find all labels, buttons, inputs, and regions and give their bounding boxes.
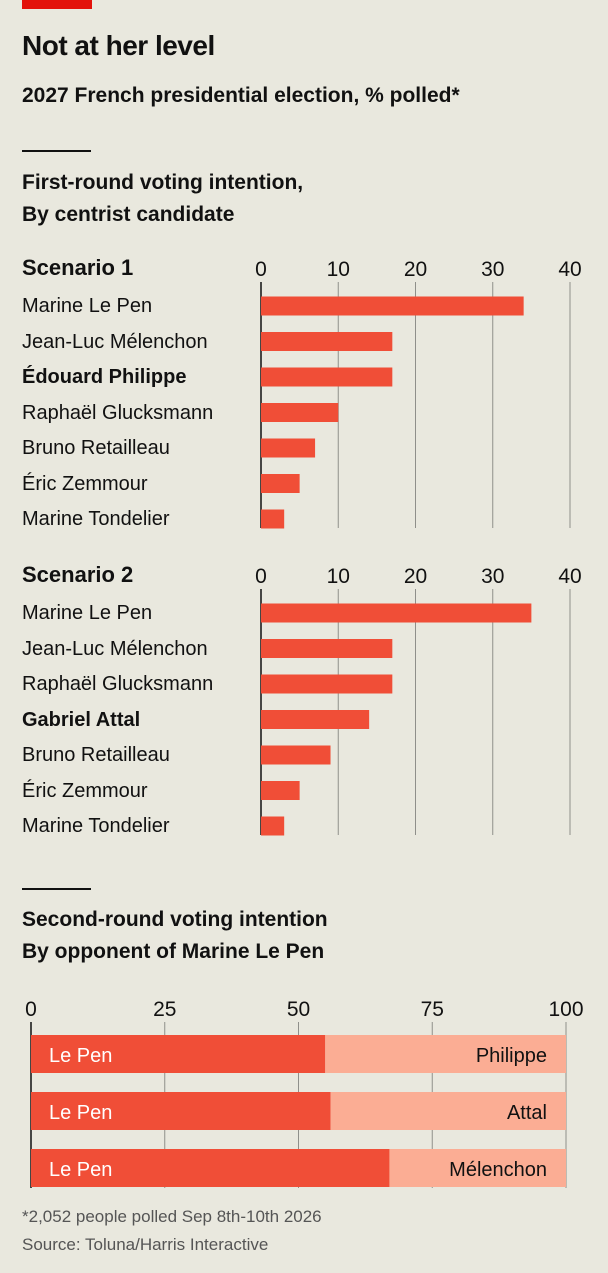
bar <box>261 639 393 658</box>
bar-right-label: Attal <box>507 1102 547 1124</box>
tick-label: 10 <box>327 565 350 588</box>
tick-label: 30 <box>481 258 504 281</box>
chart-subtitle: 2027 French presidential election, % pol… <box>22 84 460 107</box>
category-label: Marine Le Pen <box>22 602 153 624</box>
category-label: Marine Tondelier <box>22 508 170 530</box>
brand-tab <box>22 0 92 9</box>
tick-label: 0 <box>255 258 267 281</box>
bar-right-label: Philippe <box>476 1045 547 1067</box>
category-label: Raphaël Glucksmann <box>22 401 214 424</box>
bar-opponent <box>330 1092 566 1130</box>
bar <box>261 367 393 387</box>
category-label: Jean-Luc Mélenchon <box>22 637 208 660</box>
tick-label: 20 <box>404 565 427 588</box>
second-round-title-line1: Second-round voting intention <box>22 908 328 931</box>
category-label: Bruno Retailleau <box>22 744 170 766</box>
bar <box>261 474 300 493</box>
chart-title: Not at her level <box>22 30 215 61</box>
bar <box>261 296 524 316</box>
bar-left-label: Le Pen <box>49 1045 112 1067</box>
tick-label: 40 <box>558 565 581 588</box>
first-round-title-line1: First-round voting intention, <box>22 171 304 194</box>
tick-label: 75 <box>421 998 444 1021</box>
scenario-2-chart: 0 10 20 30 40 <box>255 565 582 836</box>
scenario-1-title: Scenario 1 <box>22 255 134 280</box>
bar-opponent <box>389 1149 566 1187</box>
bar <box>261 710 370 729</box>
category-label: Éric Zemmour <box>22 472 148 495</box>
tick-label: 20 <box>404 258 427 281</box>
bar-opponent <box>325 1035 566 1073</box>
scenario-2-title: Scenario 2 <box>22 562 134 587</box>
bar-le-pen <box>31 1092 331 1130</box>
tick-label: 10 <box>327 258 350 281</box>
tick-label: 0 <box>255 565 267 588</box>
tick-label: 50 <box>287 998 310 1021</box>
bar-left-label: Le Pen <box>49 1159 112 1181</box>
second-round-title-line2: By opponent of Marine Le Pen <box>22 940 325 963</box>
first-round-title-line2: By centrist candidate <box>22 203 235 226</box>
tick-label: 25 <box>153 998 176 1021</box>
bar-right-label: Mélenchon <box>449 1159 547 1181</box>
bar <box>261 438 316 458</box>
tick-label: 40 <box>558 258 581 281</box>
category-label: Gabriel Attal <box>22 708 141 731</box>
tick-label: 100 <box>548 998 583 1021</box>
first-round-title: First-round voting intention, By centris… <box>22 167 303 231</box>
category-label: Édouard Philippe <box>22 366 187 388</box>
footnote: *2,052 people polled Sep 8th-10th 2026 <box>22 1207 322 1226</box>
bar <box>261 745 331 765</box>
bar <box>261 781 300 800</box>
category-label: Raphaël Glucksmann <box>22 673 214 695</box>
bar-left-label: Le Pen <box>49 1102 112 1124</box>
bar <box>261 674 393 694</box>
bar <box>261 603 532 623</box>
category-label: Bruno Retailleau <box>22 437 170 459</box>
category-label: Jean-Luc Mélenchon <box>22 330 208 353</box>
second-round-chart: 0 25 50 75 100 Le Pen Philippe Le Pen Attal Le Pe… <box>25 998 584 1188</box>
bar-le-pen <box>31 1149 390 1187</box>
bar <box>261 509 285 529</box>
tick-label: 0 <box>25 998 37 1021</box>
tick-label: 30 <box>481 565 504 588</box>
category-label: Éric Zemmour <box>22 779 148 802</box>
scenario-1-chart: 0 10 20 30 40 <box>255 258 582 529</box>
section-rule <box>22 888 91 890</box>
category-label: Marine Le Pen <box>22 295 153 317</box>
category-label: Marine Tondelier <box>22 815 170 837</box>
bar-le-pen <box>31 1035 326 1073</box>
second-round-title: Second-round voting intention By opponen… <box>22 904 328 968</box>
bar <box>261 816 285 836</box>
source: Source: Toluna/Harris Interactive <box>22 1235 269 1254</box>
bar <box>261 332 393 351</box>
bar <box>261 403 339 422</box>
section-rule <box>22 150 91 152</box>
